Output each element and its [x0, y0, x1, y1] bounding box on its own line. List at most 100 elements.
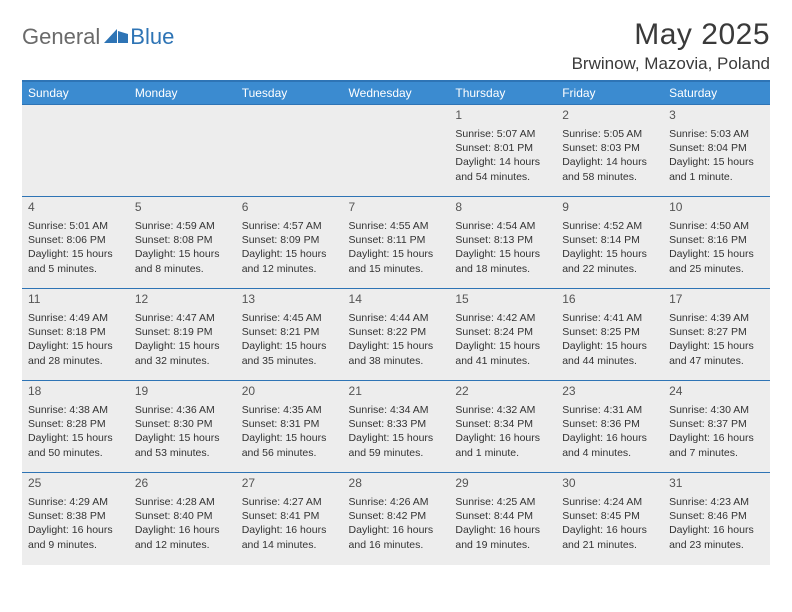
calendar-day-cell: 14Sunrise: 4:44 AMSunset: 8:22 PMDayligh… [343, 289, 450, 381]
day-details: Sunrise: 4:24 AMSunset: 8:45 PMDaylight:… [556, 493, 663, 556]
weekday-header: Wednesday [343, 81, 450, 105]
header: General Blue May 2025 Brwinow, Mazovia, … [22, 18, 770, 74]
day-details: Sunrise: 4:39 AMSunset: 8:27 PMDaylight:… [663, 309, 770, 372]
weekday-header: Tuesday [236, 81, 343, 105]
day-details: Sunrise: 4:25 AMSunset: 8:44 PMDaylight:… [449, 493, 556, 556]
day-details: Sunrise: 4:38 AMSunset: 8:28 PMDaylight:… [22, 401, 129, 464]
day-details: Sunrise: 4:47 AMSunset: 8:19 PMDaylight:… [129, 309, 236, 372]
day-details: Sunrise: 4:26 AMSunset: 8:42 PMDaylight:… [343, 493, 450, 556]
calendar-week-row: 4Sunrise: 5:01 AMSunset: 8:06 PMDaylight… [22, 197, 770, 289]
day-number: 21 [343, 381, 450, 401]
day-details: Sunrise: 4:23 AMSunset: 8:46 PMDaylight:… [663, 493, 770, 556]
day-number: 8 [449, 197, 556, 217]
calendar-day-cell: 24Sunrise: 4:30 AMSunset: 8:37 PMDayligh… [663, 381, 770, 473]
calendar-day-cell: 9Sunrise: 4:52 AMSunset: 8:14 PMDaylight… [556, 197, 663, 289]
day-number: 12 [129, 289, 236, 309]
day-number: 19 [129, 381, 236, 401]
calendar-day-cell: 8Sunrise: 4:54 AMSunset: 8:13 PMDaylight… [449, 197, 556, 289]
calendar-day-cell: 18Sunrise: 4:38 AMSunset: 8:28 PMDayligh… [22, 381, 129, 473]
calendar-day-cell [236, 105, 343, 197]
day-details: Sunrise: 4:49 AMSunset: 8:18 PMDaylight:… [22, 309, 129, 372]
day-details: Sunrise: 4:57 AMSunset: 8:09 PMDaylight:… [236, 217, 343, 280]
calendar-day-cell: 4Sunrise: 5:01 AMSunset: 8:06 PMDaylight… [22, 197, 129, 289]
day-number: 9 [556, 197, 663, 217]
day-number: 5 [129, 197, 236, 217]
day-details: Sunrise: 4:29 AMSunset: 8:38 PMDaylight:… [22, 493, 129, 556]
day-details: Sunrise: 4:55 AMSunset: 8:11 PMDaylight:… [343, 217, 450, 280]
day-number: 1 [449, 105, 556, 125]
day-number: 31 [663, 473, 770, 493]
day-number: 26 [129, 473, 236, 493]
calendar-week-row: 11Sunrise: 4:49 AMSunset: 8:18 PMDayligh… [22, 289, 770, 381]
day-details: Sunrise: 5:01 AMSunset: 8:06 PMDaylight:… [22, 217, 129, 280]
calendar-week-row: 25Sunrise: 4:29 AMSunset: 8:38 PMDayligh… [22, 473, 770, 565]
calendar-day-cell: 30Sunrise: 4:24 AMSunset: 8:45 PMDayligh… [556, 473, 663, 565]
day-number: 3 [663, 105, 770, 125]
day-number: 13 [236, 289, 343, 309]
day-details: Sunrise: 4:59 AMSunset: 8:08 PMDaylight:… [129, 217, 236, 280]
logo-mark-icon [104, 25, 128, 50]
logo: General Blue [22, 24, 174, 50]
calendar-day-cell: 20Sunrise: 4:35 AMSunset: 8:31 PMDayligh… [236, 381, 343, 473]
day-details: Sunrise: 4:32 AMSunset: 8:34 PMDaylight:… [449, 401, 556, 464]
calendar-day-cell: 31Sunrise: 4:23 AMSunset: 8:46 PMDayligh… [663, 473, 770, 565]
weekday-header-row: Sunday Monday Tuesday Wednesday Thursday… [22, 81, 770, 105]
calendar-day-cell [129, 105, 236, 197]
calendar-day-cell: 3Sunrise: 5:03 AMSunset: 8:04 PMDaylight… [663, 105, 770, 197]
calendar-week-row: 1Sunrise: 5:07 AMSunset: 8:01 PMDaylight… [22, 105, 770, 197]
day-number: 20 [236, 381, 343, 401]
day-details: Sunrise: 4:42 AMSunset: 8:24 PMDaylight:… [449, 309, 556, 372]
calendar-day-cell: 13Sunrise: 4:45 AMSunset: 8:21 PMDayligh… [236, 289, 343, 381]
day-number: 28 [343, 473, 450, 493]
day-number: 27 [236, 473, 343, 493]
calendar-day-cell: 25Sunrise: 4:29 AMSunset: 8:38 PMDayligh… [22, 473, 129, 565]
day-details: Sunrise: 4:27 AMSunset: 8:41 PMDaylight:… [236, 493, 343, 556]
logo-text-general: General [22, 24, 100, 50]
day-details: Sunrise: 4:54 AMSunset: 8:13 PMDaylight:… [449, 217, 556, 280]
weekday-header: Sunday [22, 81, 129, 105]
day-details: Sunrise: 5:05 AMSunset: 8:03 PMDaylight:… [556, 125, 663, 188]
day-number: 14 [343, 289, 450, 309]
day-number: 30 [556, 473, 663, 493]
weekday-header: Monday [129, 81, 236, 105]
calendar-day-cell: 12Sunrise: 4:47 AMSunset: 8:19 PMDayligh… [129, 289, 236, 381]
calendar-day-cell: 16Sunrise: 4:41 AMSunset: 8:25 PMDayligh… [556, 289, 663, 381]
day-details: Sunrise: 4:45 AMSunset: 8:21 PMDaylight:… [236, 309, 343, 372]
day-details: Sunrise: 5:03 AMSunset: 8:04 PMDaylight:… [663, 125, 770, 188]
calendar-day-cell: 15Sunrise: 4:42 AMSunset: 8:24 PMDayligh… [449, 289, 556, 381]
day-number: 18 [22, 381, 129, 401]
day-details: Sunrise: 4:35 AMSunset: 8:31 PMDaylight:… [236, 401, 343, 464]
month-title: May 2025 [572, 18, 770, 52]
calendar-day-cell [343, 105, 450, 197]
title-block: May 2025 Brwinow, Mazovia, Poland [572, 18, 770, 74]
day-number: 2 [556, 105, 663, 125]
day-number: 7 [343, 197, 450, 217]
day-details: Sunrise: 4:50 AMSunset: 8:16 PMDaylight:… [663, 217, 770, 280]
day-number: 6 [236, 197, 343, 217]
calendar-day-cell: 23Sunrise: 4:31 AMSunset: 8:36 PMDayligh… [556, 381, 663, 473]
day-number: 4 [22, 197, 129, 217]
day-details: Sunrise: 4:36 AMSunset: 8:30 PMDaylight:… [129, 401, 236, 464]
day-number: 22 [449, 381, 556, 401]
calendar-day-cell: 11Sunrise: 4:49 AMSunset: 8:18 PMDayligh… [22, 289, 129, 381]
day-details: Sunrise: 4:41 AMSunset: 8:25 PMDaylight:… [556, 309, 663, 372]
calendar-day-cell: 5Sunrise: 4:59 AMSunset: 8:08 PMDaylight… [129, 197, 236, 289]
calendar-table: Sunday Monday Tuesday Wednesday Thursday… [22, 80, 770, 565]
calendar-day-cell: 26Sunrise: 4:28 AMSunset: 8:40 PMDayligh… [129, 473, 236, 565]
calendar-day-cell: 19Sunrise: 4:36 AMSunset: 8:30 PMDayligh… [129, 381, 236, 473]
day-details: Sunrise: 4:34 AMSunset: 8:33 PMDaylight:… [343, 401, 450, 464]
weekday-header: Friday [556, 81, 663, 105]
calendar-day-cell: 10Sunrise: 4:50 AMSunset: 8:16 PMDayligh… [663, 197, 770, 289]
calendar-day-cell: 6Sunrise: 4:57 AMSunset: 8:09 PMDaylight… [236, 197, 343, 289]
day-number: 23 [556, 381, 663, 401]
calendar-day-cell: 7Sunrise: 4:55 AMSunset: 8:11 PMDaylight… [343, 197, 450, 289]
day-number: 16 [556, 289, 663, 309]
calendar-day-cell: 17Sunrise: 4:39 AMSunset: 8:27 PMDayligh… [663, 289, 770, 381]
day-number: 17 [663, 289, 770, 309]
day-details: Sunrise: 4:31 AMSunset: 8:36 PMDaylight:… [556, 401, 663, 464]
day-details: Sunrise: 4:52 AMSunset: 8:14 PMDaylight:… [556, 217, 663, 280]
day-details: Sunrise: 4:30 AMSunset: 8:37 PMDaylight:… [663, 401, 770, 464]
location: Brwinow, Mazovia, Poland [572, 54, 770, 74]
day-details: Sunrise: 4:44 AMSunset: 8:22 PMDaylight:… [343, 309, 450, 372]
calendar-day-cell: 21Sunrise: 4:34 AMSunset: 8:33 PMDayligh… [343, 381, 450, 473]
